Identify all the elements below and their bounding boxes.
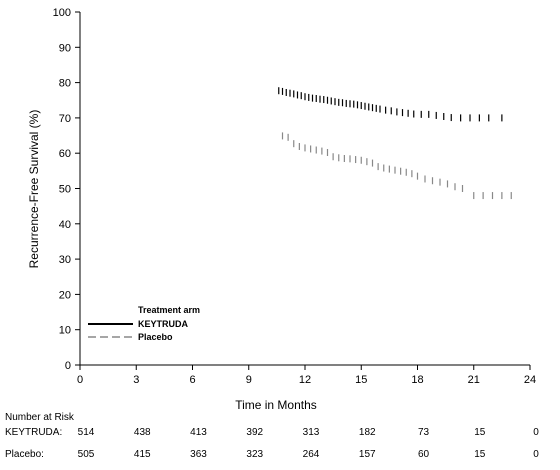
plot-area: 0 3 6 9 12 15 18 21 24 0 10 20 30 40 50 60 70 80 90 100 — [53, 7, 536, 386]
risk-value: 73 — [418, 427, 430, 438]
y-axis-ticks: 0 10 20 30 40 50 60 70 80 90 100 — [53, 7, 80, 372]
y-tick-label: 70 — [59, 113, 71, 125]
legend-label-keytruda: KEYTRUDA — [138, 319, 189, 329]
x-tick-label: 9 — [246, 374, 252, 386]
y-tick-label: 20 — [59, 289, 71, 301]
x-tick-label: 18 — [411, 374, 423, 386]
x-tick-label: 3 — [133, 374, 139, 386]
risk-row-label-keytruda: KEYTRUDA: — [5, 427, 62, 438]
y-axis-title: Recurrence-Free Survival (%) — [27, 110, 41, 269]
risk-value: 514 — [78, 427, 95, 438]
y-tick-label: 40 — [59, 219, 71, 231]
risk-value: 15 — [474, 449, 486, 460]
x-tick-label: 24 — [524, 374, 536, 386]
risk-value: 264 — [303, 449, 320, 460]
legend: Treatment arm KEYTRUDA Placebo — [88, 305, 200, 342]
y-tick-label: 10 — [59, 325, 71, 337]
risk-value: 438 — [134, 427, 151, 438]
y-tick-label: 80 — [59, 78, 71, 90]
x-tick-label: 15 — [355, 374, 367, 386]
risk-value: 363 — [190, 449, 207, 460]
risk-value: 415 — [134, 449, 151, 460]
legend-title: Treatment arm — [138, 305, 200, 315]
risk-value: 413 — [190, 427, 207, 438]
risk-value: 157 — [359, 449, 376, 460]
x-tick-label: 0 — [77, 374, 83, 386]
y-tick-label: 60 — [59, 148, 71, 160]
risk-value: 323 — [246, 449, 263, 460]
risk-value: 15 — [474, 427, 486, 438]
x-tick-label: 21 — [468, 374, 480, 386]
risk-value: 0 — [533, 449, 539, 460]
y-tick-label: 100 — [53, 7, 71, 19]
risk-row-label-placebo: Placebo: — [5, 449, 44, 460]
x-tick-label: 12 — [299, 374, 311, 386]
y-tick-label: 0 — [65, 360, 71, 372]
y-tick-label: 30 — [59, 254, 71, 266]
legend-label-placebo: Placebo — [138, 332, 173, 342]
risk-values: 514 438 413 392 313 182 73 15 0 505 415 363 323 264 15… — [78, 427, 540, 460]
y-tick-label: 90 — [59, 42, 71, 54]
risk-value: 0 — [533, 427, 539, 438]
number-at-risk-header: Number at Risk — [5, 412, 75, 423]
x-tick-label: 6 — [189, 374, 195, 386]
risk-value: 505 — [78, 449, 95, 460]
risk-value: 60 — [418, 449, 430, 460]
x-axis-ticks: 0 3 6 9 12 15 18 21 24 — [77, 365, 536, 386]
risk-value: 313 — [303, 427, 320, 438]
series-layer — [279, 87, 512, 200]
risk-value: 182 — [359, 427, 376, 438]
y-tick-label: 50 — [59, 184, 71, 196]
number-at-risk-table: Number at Risk KEYTRUDA: Placebo: 514 438… — [5, 412, 539, 460]
risk-value: 392 — [246, 427, 263, 438]
x-axis-title: Time in Months — [235, 398, 317, 412]
